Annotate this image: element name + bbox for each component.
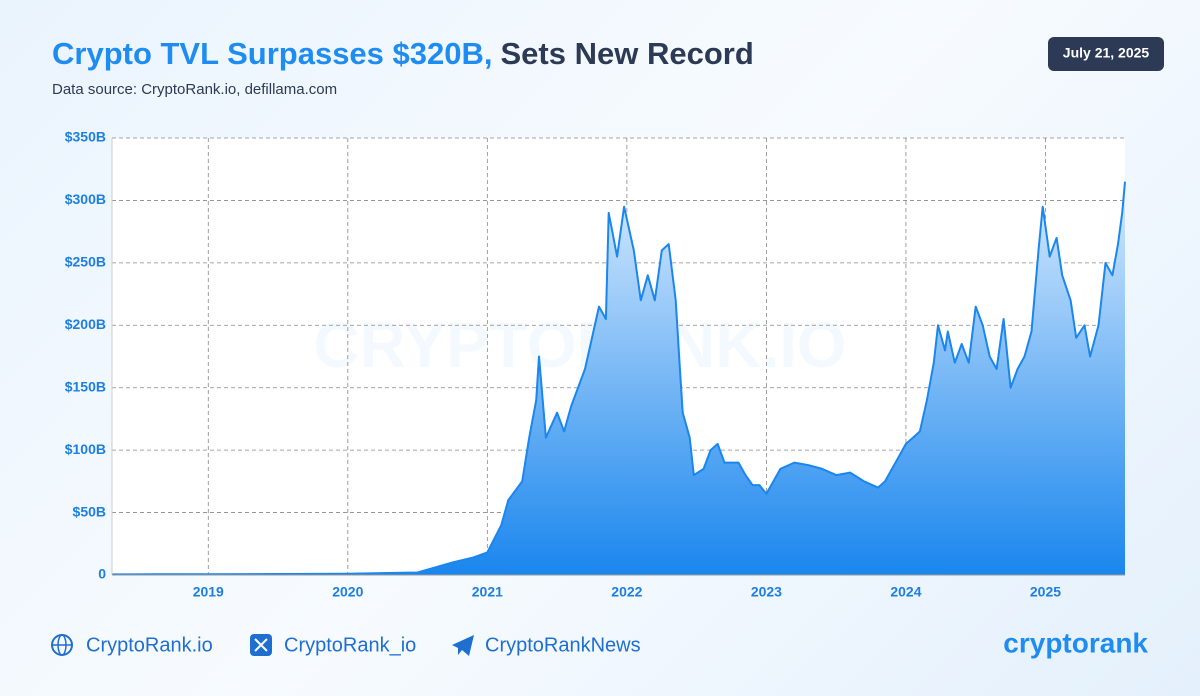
footer-link[interactable]: CryptoRankNews xyxy=(485,634,641,656)
y-tick-label: $100B xyxy=(65,441,106,457)
x-tick-label: 2024 xyxy=(890,584,921,600)
x-icon-glyph xyxy=(254,638,268,652)
x-tick-label: 2025 xyxy=(1030,584,1061,600)
footer-link[interactable]: CryptoRank.io xyxy=(86,634,213,656)
y-tick-label: $350B xyxy=(65,129,106,145)
y-tick-label: $150B xyxy=(65,378,106,394)
y-tick-label: $200B xyxy=(65,316,106,332)
y-tick-label: 0 xyxy=(98,566,106,582)
date-badge xyxy=(1048,37,1164,71)
subtitle: Data source: CryptoRank.io, defillama.co… xyxy=(52,81,337,98)
watermark: CRYPTORANK.IO xyxy=(313,309,846,381)
telegram-icon xyxy=(452,635,474,656)
x-tick-label: 2019 xyxy=(193,584,224,600)
footer: CryptoRank.io CryptoRank_io CryptoRankNe… xyxy=(51,627,1148,658)
line xyxy=(111,181,1126,576)
x-tick-label: 2022 xyxy=(611,584,642,600)
title-rest: Sets New Record xyxy=(501,36,754,71)
x-tick-label: 2023 xyxy=(751,584,782,600)
date: July 21, 2025 xyxy=(1063,45,1150,61)
footer-link[interactable]: CryptoRank_io xyxy=(284,634,416,656)
x-tick-label: 2021 xyxy=(472,584,503,600)
marks xyxy=(111,181,1126,576)
x-tick-label: 2020 xyxy=(332,584,363,600)
y-tick-label: $300B xyxy=(65,191,106,207)
logo: cryptorank xyxy=(1003,627,1148,658)
chart-title: Crypto TVL Surpasses $320B, Sets New Reco… xyxy=(52,36,754,71)
area xyxy=(112,181,1125,575)
title-highlight: Crypto TVL Surpasses $320B, xyxy=(52,36,493,71)
y-tick-label: $50B xyxy=(73,503,106,519)
y-tick-label: $250B xyxy=(65,254,106,270)
